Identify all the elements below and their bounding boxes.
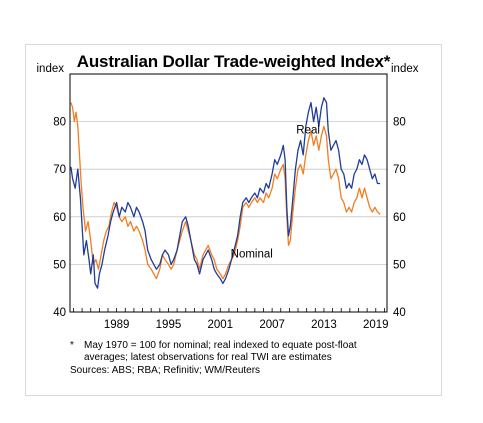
y-tick-label-right: 40 bbox=[393, 307, 406, 319]
series-line-nominal bbox=[70, 102, 381, 280]
series-lines bbox=[70, 97, 381, 289]
series-line-real bbox=[70, 97, 381, 289]
footnote-text: May 1970 = 100 for nominal; real indexed… bbox=[84, 340, 357, 363]
y-tick-label-left: 40 bbox=[53, 307, 66, 319]
y-tick-label-right: 80 bbox=[393, 117, 406, 129]
ticks: 40 40 50 50 60 60 70 70 80 80 1989 1995 2001 2007 2013… bbox=[53, 117, 406, 331]
series-label-real: Real bbox=[296, 125, 320, 137]
x-tick-label: 2019 bbox=[363, 319, 389, 331]
sources-note: Sources: ABS; RBA; Refinitiv; WM/Reuters bbox=[70, 365, 261, 376]
x-tick-label: 2007 bbox=[259, 319, 285, 331]
y-axis-label-right: index bbox=[391, 63, 419, 75]
x-tick-label: 1989 bbox=[104, 319, 130, 331]
x-tick-label: 2013 bbox=[311, 319, 337, 331]
grid bbox=[70, 121, 387, 265]
y-tick-label-right: 60 bbox=[393, 212, 406, 224]
x-tick-label: 2001 bbox=[207, 319, 233, 331]
chart-title: Australian Dollar Trade-weighted Index* bbox=[76, 52, 391, 71]
y-tick-label-right: 50 bbox=[393, 259, 406, 271]
footnote-marker: * bbox=[70, 340, 74, 351]
y-tick-label-left: 50 bbox=[53, 259, 66, 271]
y-tick-label-left: 60 bbox=[53, 212, 66, 224]
y-tick-label-left: 80 bbox=[53, 117, 66, 129]
series-label-nominal: Nominal bbox=[231, 248, 273, 260]
y-tick-label-left: 70 bbox=[53, 164, 66, 176]
y-axis-label-left: index bbox=[37, 63, 65, 75]
x-tick-label: 1995 bbox=[156, 319, 182, 331]
plot-border bbox=[69, 73, 388, 313]
chart-frame bbox=[25, 44, 442, 396]
y-tick-label-right: 70 bbox=[393, 164, 406, 176]
